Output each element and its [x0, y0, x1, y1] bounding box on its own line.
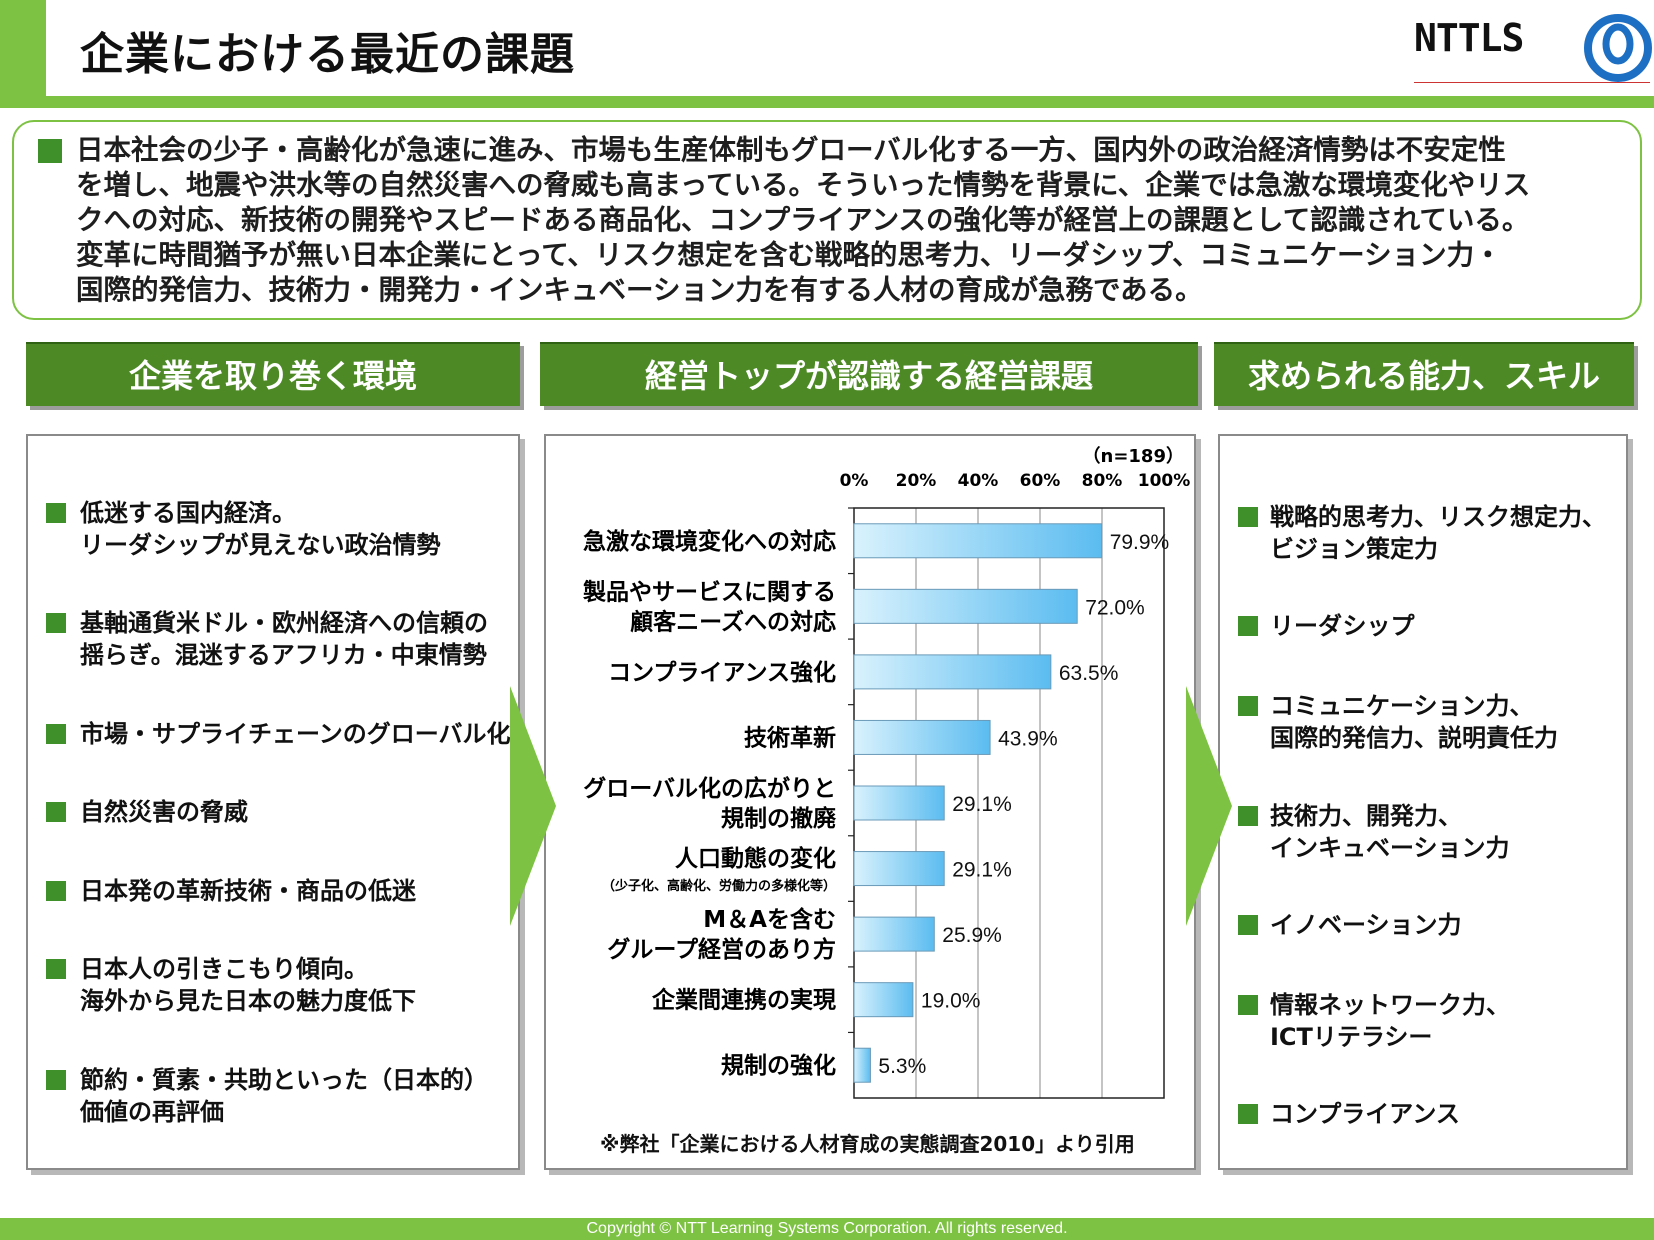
category-label: 顧客ニーズへの対応	[630, 608, 836, 635]
list-item: リーダシップ	[1270, 612, 1415, 640]
category-label: M＆Aを含む	[703, 906, 836, 933]
bar	[853, 982, 914, 1018]
value-label: 63.5%	[1059, 662, 1119, 685]
arrow-right-icon	[510, 686, 556, 926]
bar	[853, 523, 1103, 559]
bullet-square-icon	[1238, 995, 1258, 1015]
list-item: 低迷する国内経済。 リーダシップが見えない政治情勢	[80, 499, 441, 559]
title-underline	[0, 96, 1654, 108]
header-required-skills: 求められる能力、スキル	[1214, 342, 1634, 406]
bullet-square-icon	[46, 959, 66, 979]
value-label: 72.0%	[1085, 596, 1145, 619]
bar-chart: （n=189） 0% 20% 40% 60% 80% 100% 79.9% 急激な環境変化への対…	[582, 446, 1191, 1099]
bullet-square-icon	[1238, 915, 1258, 935]
bullet-square-icon	[46, 881, 66, 901]
category-label: グローバル化の広がりと	[583, 775, 836, 802]
list-item: 情報ネットワーク力、 ICTリテラシー	[1270, 991, 1510, 1051]
category-label: 企業間連携の実現	[651, 987, 836, 1014]
list-item: 自然災害の脅威	[80, 798, 248, 826]
list-item: コンプライアンス	[1270, 1100, 1460, 1128]
category-label: 製品やサービスに関する	[582, 578, 836, 605]
footer-bar	[0, 1218, 1654, 1240]
value-label: 79.9%	[1110, 531, 1170, 554]
bullet-square-icon	[1238, 806, 1258, 826]
list-item: 戦略的思考力、リスク想定力、 ビジョン策定力	[1270, 503, 1606, 563]
header-environment: 企業を取り巻く環境	[26, 342, 520, 406]
list-item: 日本人の引きこもり傾向。 海外から見た日本の魅力度低下	[80, 955, 416, 1015]
environment-panel	[26, 434, 520, 1170]
category-label: コンプライアンス強化	[608, 659, 836, 686]
sample-size-label: （n=189）	[1083, 446, 1184, 467]
bullet-square-icon	[1238, 507, 1258, 527]
value-label: 43.9%	[998, 727, 1058, 750]
category-label: 規制の強化	[721, 1052, 836, 1079]
x-tick-label: 100%	[1138, 471, 1191, 491]
bullet-square-icon	[46, 613, 66, 633]
bar	[853, 916, 935, 952]
company-logo-text: NTTLS	[1414, 16, 1524, 60]
x-tick-label: 40%	[958, 471, 999, 491]
category-label: 規制の撤廃	[721, 805, 837, 832]
category-label: 人口動態の変化	[675, 845, 836, 872]
list-item: 日本発の革新技術・商品の低迷	[80, 877, 416, 905]
page-title: 企業における最近の課題	[80, 29, 575, 80]
bullet-square-icon	[1238, 616, 1258, 636]
intro-box	[12, 120, 1642, 320]
bar	[853, 588, 1078, 624]
x-tick-label: 60%	[1020, 471, 1061, 491]
bullet-square-icon	[46, 802, 66, 822]
title-accent-bar	[0, 0, 46, 96]
company-logo-icon	[1584, 14, 1652, 82]
category-label: 急激な環境変化への対応	[583, 528, 836, 555]
list-item: 節約・質素・共助といった（日本的） 価値の再評価	[80, 1066, 488, 1126]
value-label: 19.0%	[921, 990, 981, 1013]
bar	[853, 1047, 871, 1083]
bar	[853, 785, 945, 821]
value-label: 29.1%	[952, 859, 1012, 882]
bullet-square-icon	[46, 724, 66, 744]
bar	[853, 851, 945, 887]
category-label: グループ経営のあり方	[607, 936, 836, 963]
logo-divider	[1414, 82, 1650, 83]
category-label: 技術革新	[744, 724, 836, 751]
intro-text: 日本社会の少子・高齢化が急速に進み、市場も生産体制もグローバル化する一方、国内外…	[76, 134, 1531, 306]
copyright-text: Copyright © NTT Learning Systems Corpora…	[586, 1220, 1068, 1237]
source-note: ※弊社「企業における人材育成の実態調査2010」より引用	[600, 1132, 1135, 1156]
skills-panel	[1218, 434, 1628, 1170]
value-label: 5.3%	[878, 1055, 926, 1078]
list-item: 基軸通貨米ドル・欧州経済への信頼の 揺らぎ。混迷するアフリカ・中東情勢	[80, 609, 488, 669]
value-label: 25.9%	[942, 924, 1002, 947]
bullet-square-icon	[38, 139, 62, 163]
bar	[853, 719, 991, 755]
bullet-square-icon	[1238, 1104, 1258, 1124]
bullet-square-icon	[46, 503, 66, 523]
list-item: イノベーション力	[1270, 911, 1462, 939]
bullet-square-icon	[1238, 696, 1258, 716]
bullet-square-icon	[46, 1070, 66, 1090]
arrow-right-icon	[1186, 686, 1232, 926]
value-label: 29.1%	[952, 793, 1012, 816]
list-item: 市場・サプライチェーンのグローバル化	[80, 720, 511, 748]
bar	[853, 654, 1052, 690]
list-item: コミュニケーション力、 国際的発信力、説明責任力	[1270, 692, 1558, 752]
category-note: （少子化、高齢化、労働力の多様化等）	[602, 878, 836, 894]
header-management-issues: 経営トップが認識する経営課題	[540, 342, 1198, 406]
x-tick-label: 20%	[896, 471, 937, 491]
x-tick-label: 0%	[840, 471, 869, 491]
x-tick-label: 80%	[1082, 471, 1123, 491]
list-item: 技術力、開発力、 インキュベーション力	[1270, 802, 1510, 862]
